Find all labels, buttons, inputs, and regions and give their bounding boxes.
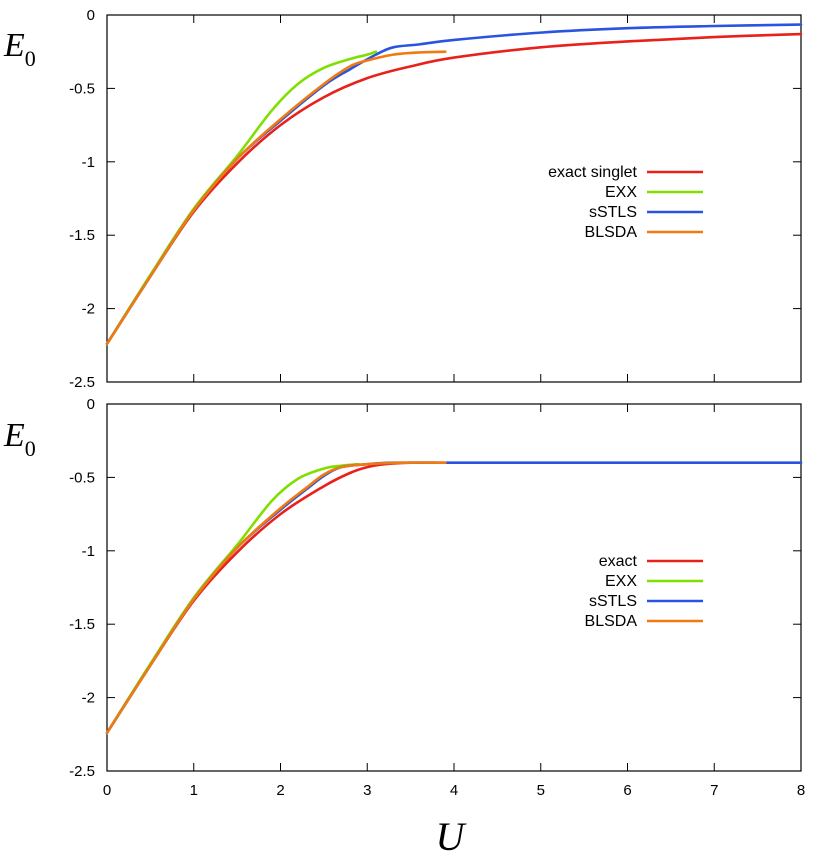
bottom-legend-label-exact: exact xyxy=(599,553,638,570)
top-x-ticks xyxy=(106,15,802,382)
top-y-axis-title-sub: 0 xyxy=(25,46,36,71)
bottom-x-tick-label: 7 xyxy=(710,782,718,799)
top-legend: exact singlet EXX sSTLS BLSDA xyxy=(548,164,703,241)
bottom-legend-label-exx: EXX xyxy=(605,573,637,590)
bottom-y-tick-label: -0.5 xyxy=(69,469,95,486)
bottom-y-axis-title: E0 xyxy=(3,417,36,461)
bottom-legend-label-sstls: sSTLS xyxy=(589,593,637,610)
top-legend-label-exx: EXX xyxy=(605,184,637,201)
top-y-ticks: 0 -0.5 -1 -1.5 -2 -2.5 xyxy=(69,7,801,391)
bottom-legend-label-blsda: BLSDA xyxy=(585,613,638,630)
bottom-y-tick-label: -1.5 xyxy=(69,616,95,633)
bottom-series-line-blsda xyxy=(105,461,447,735)
top-series-line-blsda xyxy=(105,50,447,346)
bottom-x-tick-label: 0 xyxy=(103,782,111,799)
bottom-x-tick-label: 8 xyxy=(797,782,805,799)
top-series-lines xyxy=(105,23,803,346)
bottom-legend: exact EXX sSTLS BLSDA xyxy=(585,553,703,630)
bottom-y-tick-label: -2.5 xyxy=(69,763,95,780)
bottom-y-tick-label: -2 xyxy=(82,690,95,707)
top-series-line-exx xyxy=(105,50,378,346)
bottom-panel: 0 -0.5 -1 -1.5 -2 -2.5 0 1 2 3 4 5 6 7 8 exact EXX sSTL… xyxy=(3,396,805,799)
bottom-x-tick-label: 3 xyxy=(363,782,371,799)
top-y-tick-label: -1.5 xyxy=(69,227,95,244)
top-y-axis-title-main: E xyxy=(3,27,25,64)
bottom-y-axis-title-main: E xyxy=(3,417,25,454)
bottom-series-line-exx xyxy=(105,462,360,735)
top-legend-label-exact-singlet: exact singlet xyxy=(548,164,637,181)
bottom-y-ticks: 0 -0.5 -1 -1.5 -2 -2.5 xyxy=(69,396,801,780)
top-y-tick-label: -1 xyxy=(82,154,95,171)
bottom-x-tick-label: 2 xyxy=(276,782,284,799)
bottom-series-line-sstls xyxy=(105,461,803,735)
bottom-x-tick-label: 4 xyxy=(450,782,458,799)
bottom-x-ticks: 0 1 2 3 4 5 6 7 8 xyxy=(103,404,805,799)
top-y-tick-label: -2.5 xyxy=(69,374,95,391)
top-y-tick-label: 0 xyxy=(87,7,95,24)
top-plot-frame xyxy=(106,14,802,383)
top-legend-label-blsda: BLSDA xyxy=(585,224,638,241)
bottom-series-line-exact xyxy=(105,461,438,735)
top-series-line-sstls xyxy=(105,23,803,346)
top-legend-label-sstls: sSTLS xyxy=(589,204,637,221)
bottom-y-axis-title-sub: 0 xyxy=(25,436,36,461)
top-y-tick-label: -0.5 xyxy=(69,80,95,97)
bottom-x-tick-label: 5 xyxy=(537,782,545,799)
top-y-tick-label: -2 xyxy=(82,301,95,318)
x-axis-title: U xyxy=(436,814,468,859)
bottom-x-tick-label: 1 xyxy=(190,782,198,799)
bottom-y-tick-label: 0 xyxy=(87,396,95,413)
top-y-axis-title: E0 xyxy=(3,27,36,71)
bottom-y-tick-label: -1 xyxy=(82,543,95,560)
bottom-plot-frame xyxy=(106,403,802,772)
top-panel: 0 -0.5 -1 -1.5 -2 -2.5 exact singlet EXX sSTLS B… xyxy=(3,7,803,391)
bottom-series-lines xyxy=(105,461,803,735)
bottom-x-tick-label: 6 xyxy=(623,782,631,799)
